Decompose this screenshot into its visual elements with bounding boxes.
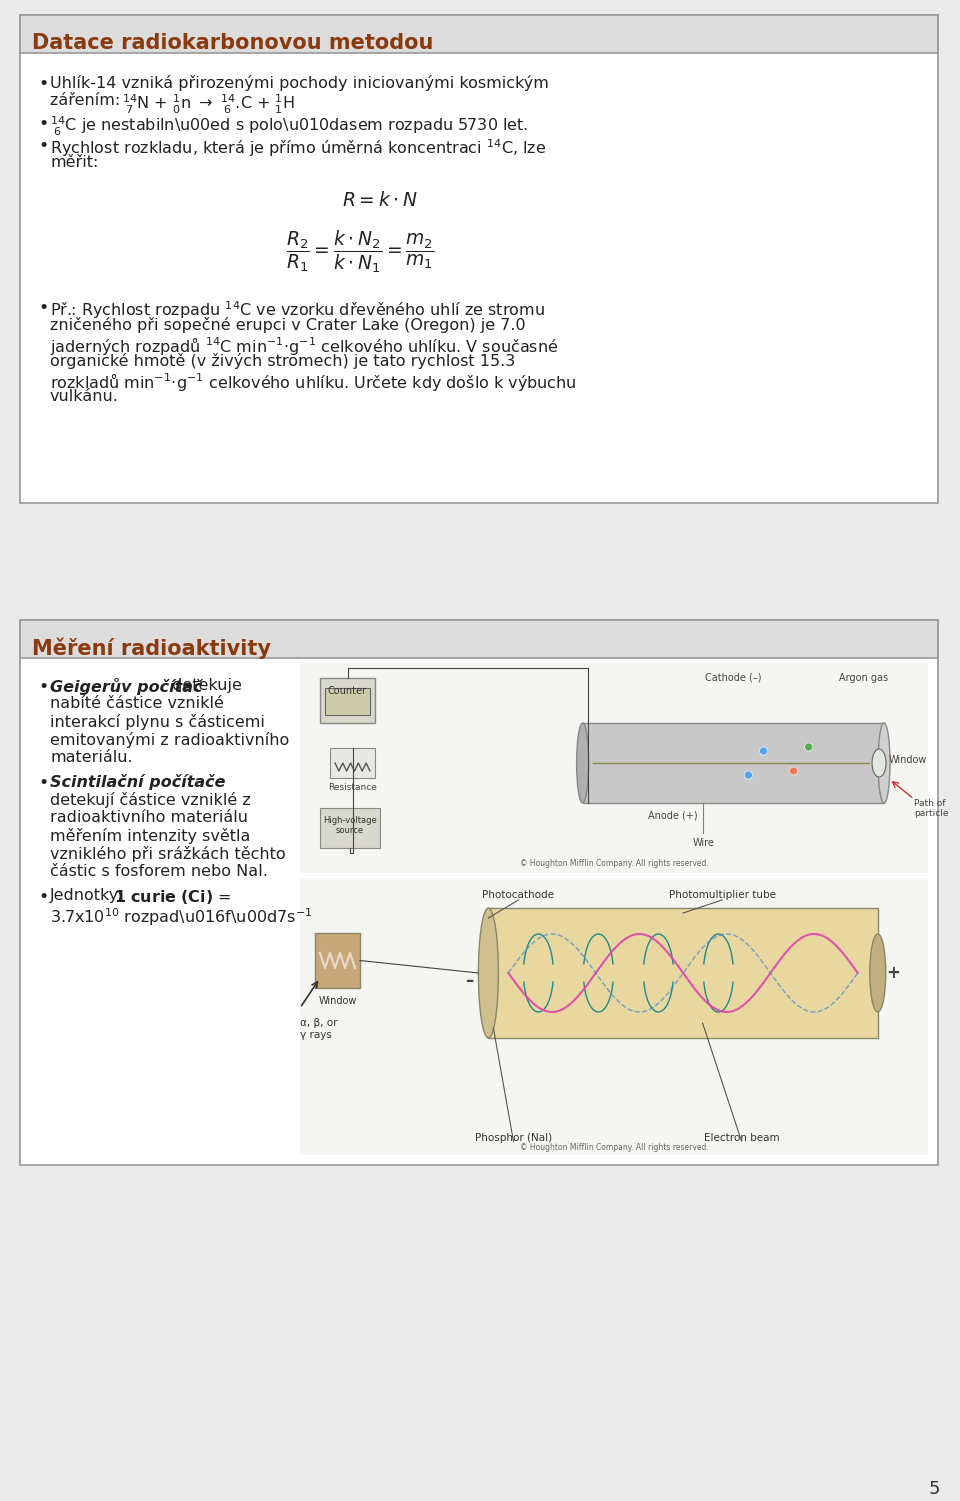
Text: Window: Window (319, 997, 357, 1006)
Text: Př.: Rychlost rozpadu $^{14}$C ve vzorku dřevěného uhlí ze stromu: Př.: Rychlost rozpadu $^{14}$C ve vzorku… (50, 299, 544, 321)
Bar (325, 687, 370, 714)
Bar (320, 678, 375, 723)
Bar (300, 663, 928, 874)
Text: Photomultiplier tube: Photomultiplier tube (668, 890, 776, 901)
Text: –: – (466, 973, 473, 991)
Text: Uhlík-14 vzniká přirozenými pochody iniciovanými kosmickým: Uhlík-14 vzniká přirozenými pochody inic… (50, 75, 549, 92)
Text: emitovanými z radioaktivního: emitovanými z radioaktivního (50, 732, 289, 747)
Text: $\mathregular{^{14}_{\ 7}}$N + $\mathregular{^{1}_{0}}$n $\rightarrow$ $\mathreg: $\mathregular{^{14}_{\ 7}}$N + $\mathreg… (122, 93, 295, 116)
Ellipse shape (759, 747, 767, 755)
Text: měřit:: měřit: (50, 155, 98, 170)
Text: High-voltage
source: High-voltage source (324, 817, 377, 836)
Text: organické hmotě (v živých stromech) je tato rychlost 15.3: organické hmotě (v živých stromech) je t… (50, 353, 516, 369)
Bar (489, 908, 877, 1039)
Text: •: • (38, 75, 48, 93)
Text: $R = k \cdot N$: $R = k \cdot N$ (342, 191, 418, 210)
Text: © Houghton Mifflin Company. All rights reserved.: © Houghton Mifflin Company. All rights r… (519, 1142, 708, 1151)
Text: detekují částice vzniklé z: detekují částice vzniklé z (50, 793, 251, 808)
Text: © Houghton Mifflin Company. All rights reserved.: © Houghton Mifflin Company. All rights r… (519, 859, 708, 868)
Text: zářením:: zářením: (50, 93, 141, 108)
Text: $\mathregular{^{14}_{\ 6}}$C je nestabiln\u00ed s polo\u010dasem rozpadu 5730 le: $\mathregular{^{14}_{\ 6}}$C je nestabil… (50, 116, 528, 138)
Text: +: + (886, 964, 900, 982)
Text: Electron beam: Electron beam (704, 1133, 780, 1142)
Text: $\dfrac{R_2}{R_1} = \dfrac{k \cdot N_2}{k \cdot N_1} = \dfrac{m_2}{m_1}$: $\dfrac{R_2}{R_1} = \dfrac{k \cdot N_2}{… (285, 230, 435, 276)
Text: Měření radioaktivity: Měření radioaktivity (32, 638, 271, 659)
Text: rozkladů min$^{-1}$·g$^{-1}$ celkového uhlíku. Určete kdy došlo k výbuchu: rozkladů min$^{-1}$·g$^{-1}$ celkového u… (50, 371, 577, 393)
Text: nabíté částice vzniklé: nabíté částice vzniklé (50, 696, 224, 711)
Text: 3.7x10$^{10}$ rozpad\u016f\u00d7s$^{-1}$: 3.7x10$^{10}$ rozpad\u016f\u00d7s$^{-1}$ (50, 907, 313, 928)
Bar (300, 878, 928, 1154)
Bar (330, 747, 375, 778)
Text: Phosphor (NaI): Phosphor (NaI) (475, 1133, 552, 1142)
Bar (20, 620, 938, 1165)
Text: částic s fosforem nebo NaI.: částic s fosforem nebo NaI. (50, 865, 268, 880)
Text: materiálu.: materiálu. (50, 750, 132, 766)
Bar (315, 934, 360, 988)
Text: Window: Window (889, 755, 927, 766)
Bar (20, 15, 938, 53)
Text: vzniklého při srážkách těchto: vzniklého při srážkách těchto (50, 847, 286, 862)
Text: Argon gas: Argon gas (839, 672, 888, 683)
Text: Resistance: Resistance (328, 784, 377, 793)
Text: $\mathit{\mathbf{1\ curie\ (Ci)}}$ =: $\mathit{\mathbf{1\ curie\ (Ci)}}$ = (114, 889, 231, 907)
Text: Path of
particle: Path of particle (914, 799, 948, 818)
Text: Scintilační počítače: Scintilační počítače (50, 775, 226, 790)
Ellipse shape (870, 934, 886, 1012)
Text: •: • (38, 775, 48, 793)
Text: Anode (+): Anode (+) (648, 811, 698, 821)
Ellipse shape (878, 723, 890, 803)
Ellipse shape (478, 908, 498, 1039)
Text: •: • (38, 299, 48, 317)
Text: Cathode (–): Cathode (–) (705, 672, 761, 683)
Text: Jednotky:: Jednotky: (50, 889, 129, 904)
Text: 5: 5 (928, 1480, 940, 1498)
Text: •: • (38, 116, 48, 134)
Text: •: • (38, 137, 48, 155)
Text: •: • (38, 889, 48, 907)
Text: Wire: Wire (692, 838, 714, 848)
Bar (20, 620, 938, 657)
Bar (320, 808, 380, 848)
Ellipse shape (872, 749, 886, 778)
Ellipse shape (804, 743, 813, 750)
Text: jaderných rozpadů $^{14}$C min$^{-1}$·g$^{-1}$ celkového uhlíku. V současné: jaderných rozpadů $^{14}$C min$^{-1}$·g$… (50, 335, 559, 357)
Text: interakcí plynu s částicemi: interakcí plynu s částicemi (50, 714, 265, 729)
Text: •: • (38, 678, 48, 696)
Text: zničeného při sopečné erupci v Crater Lake (Oregon) je 7.0: zničeného při sopečné erupci v Crater La… (50, 317, 526, 333)
Text: Datace radiokarbonovou metodou: Datace radiokarbonovou metodou (32, 33, 433, 53)
Text: měřením intenzity světla: měřením intenzity světla (50, 829, 251, 844)
Ellipse shape (577, 723, 588, 803)
Bar (20, 15, 938, 503)
Bar (583, 723, 884, 803)
Text: radioaktivního materiálu: radioaktivního materiálu (50, 811, 248, 826)
Text: vulkánu.: vulkánu. (50, 389, 119, 404)
Text: Rychlost rozkladu, která je přímo úměrná koncentraci $^{14}$C, lze: Rychlost rozkladu, která je přímo úměrná… (50, 137, 546, 159)
Text: detekuje: detekuje (167, 678, 242, 693)
Text: Photocathode: Photocathode (482, 890, 555, 901)
Text: α, β, or
γ rays: α, β, or γ rays (300, 1018, 338, 1040)
Ellipse shape (744, 772, 753, 779)
Text: Counter: Counter (328, 686, 367, 696)
Ellipse shape (790, 767, 798, 775)
Text: Geigerův počítač: Geigerův počítač (50, 678, 203, 695)
